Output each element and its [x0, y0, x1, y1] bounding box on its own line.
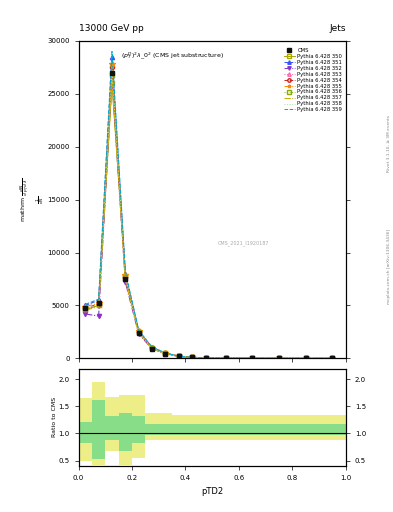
- Text: Jets: Jets: [329, 24, 346, 33]
- Text: 13000 GeV pp: 13000 GeV pp: [79, 24, 143, 33]
- Y-axis label: Ratio to CMS: Ratio to CMS: [52, 397, 57, 437]
- Text: $(p_T^D)^2\lambda\_0^2$ (CMS jet substructure): $(p_T^D)^2\lambda\_0^2$ (CMS jet substru…: [121, 51, 224, 61]
- X-axis label: pTD2: pTD2: [201, 486, 223, 496]
- Legend: CMS, Pythia 6.428 350, Pythia 6.428 351, Pythia 6.428 352, Pythia 6.428 353, Pyt: CMS, Pythia 6.428 350, Pythia 6.428 351,…: [283, 47, 343, 113]
- Text: mcplots.cern.ch [arXiv:1306.3436]: mcplots.cern.ch [arXiv:1306.3436]: [387, 229, 391, 304]
- Text: Rivet 3.1.10, ≥ 3M events: Rivet 3.1.10, ≥ 3M events: [387, 115, 391, 172]
- Y-axis label: mathrm $\frac{dN}{d\,p_T\,d\,\lambda}$
$\frac{1}{\mathrm{d}N}$: mathrm $\frac{dN}{d\,p_T\,d\,\lambda}$ $…: [19, 178, 46, 222]
- Text: CMS_2021_I1920187: CMS_2021_I1920187: [218, 240, 269, 246]
